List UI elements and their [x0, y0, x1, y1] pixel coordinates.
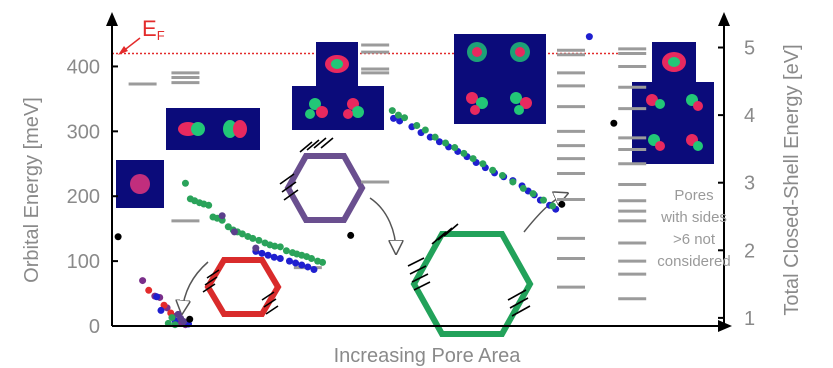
left-y-axis-arrowhead [106, 12, 118, 26]
data-point [304, 263, 312, 271]
x-axis-arrowhead [718, 320, 732, 332]
orbital-image-set-3 [454, 34, 546, 124]
data-point [292, 259, 300, 267]
fermi-label-arrowhead [118, 46, 128, 55]
total-energy-point [114, 233, 122, 241]
right-y-ticks: 1 2 3 4 5 [718, 38, 755, 330]
data-point [319, 258, 327, 266]
svg-text:Pores: Pores [674, 187, 713, 204]
data-point [285, 257, 293, 265]
orbital-image-set-4 [632, 42, 714, 164]
data-point [469, 155, 477, 163]
data-point [394, 111, 402, 119]
data-point [421, 126, 429, 134]
data-point [180, 317, 188, 325]
fermi-level-label: EF [142, 16, 165, 43]
x-axis-label: Increasing Pore Area [334, 345, 522, 367]
data-point [308, 255, 316, 263]
data-point [549, 202, 557, 210]
data-point [258, 249, 266, 257]
data-point [230, 228, 238, 236]
data-point [139, 277, 147, 285]
data-point [498, 171, 506, 179]
data-point [413, 121, 421, 129]
total-energy-point [610, 119, 618, 127]
orbital-image-small [116, 160, 164, 208]
data-point [310, 266, 318, 274]
svg-text:considered: considered [657, 253, 730, 270]
data-point [298, 261, 306, 269]
data-point [264, 251, 272, 259]
data-point [529, 190, 537, 198]
data-point [426, 133, 434, 141]
data-point [205, 201, 213, 209]
data-point [460, 149, 468, 157]
data-point [519, 184, 527, 192]
data-point [218, 212, 226, 220]
data-point [270, 253, 278, 261]
data-point [388, 107, 396, 115]
data-point [489, 166, 497, 174]
right-y-tick-label: 5 [744, 38, 755, 60]
data-point [157, 306, 165, 314]
data-point [509, 178, 517, 186]
pore-hexagon-small-red [202, 257, 282, 317]
data-point [249, 234, 257, 242]
data-point [431, 133, 439, 141]
data-point [401, 114, 409, 122]
left-y-tick-label: 0 [89, 316, 100, 338]
data-point [271, 242, 279, 250]
data-point [145, 286, 153, 294]
data-point [451, 144, 459, 152]
left-y-ticks: 0 100 200 300 400 [67, 56, 118, 338]
callout-arrow-3 [523, 194, 566, 233]
left-y-tick-label: 200 [67, 186, 100, 208]
total-energy-point [558, 200, 566, 208]
data-point [181, 179, 189, 187]
svg-text:>6 not: >6 not [673, 231, 716, 248]
data-point [252, 244, 260, 252]
svg-text:with sides: with sides [660, 209, 727, 226]
callout-arrow-1 [182, 261, 209, 312]
callout-arrow-2 [369, 197, 396, 252]
left-y-tick-label: 400 [67, 56, 100, 78]
left-y-axis-label: Orbital Energy [meV] [21, 97, 43, 283]
orbital-energy-levels [128, 43, 647, 301]
right-y-axis-label: Total Closed-Shell Energy [eV] [781, 44, 803, 315]
data-point [442, 139, 450, 147]
right-y-axis-arrowhead [718, 12, 730, 26]
right-y-tick-label: 4 [744, 105, 755, 127]
pore-hexagon-large-green [407, 223, 534, 337]
data-point [153, 293, 161, 301]
data-point [585, 33, 593, 41]
total-energy-point [347, 231, 355, 239]
left-y-tick-label: 100 [67, 251, 100, 273]
left-y-tick-label: 300 [67, 121, 100, 143]
data-point [479, 160, 487, 168]
pore-hexagon-medium-purple [279, 137, 366, 223]
data-point [171, 321, 179, 329]
data-point [168, 314, 176, 322]
data-point [276, 243, 284, 251]
right-y-tick-label: 1 [744, 308, 755, 330]
data-point [539, 196, 547, 204]
data-point [276, 255, 284, 263]
data-point [160, 301, 168, 309]
orbital-image-set-2 [292, 42, 384, 130]
data-point [255, 236, 263, 244]
orbital-energy-points [139, 33, 593, 329]
annotation-pores-note: Pores with sides >6 not considered [657, 187, 730, 270]
total-energy-point [186, 315, 194, 323]
right-y-tick-label: 3 [744, 173, 755, 195]
data-point [435, 138, 443, 146]
data-point [282, 247, 290, 255]
orbital-image-pair-1 [166, 108, 260, 150]
data-point [238, 230, 246, 238]
right-y-tick-label: 2 [744, 240, 755, 262]
total-energy-points [114, 119, 618, 323]
